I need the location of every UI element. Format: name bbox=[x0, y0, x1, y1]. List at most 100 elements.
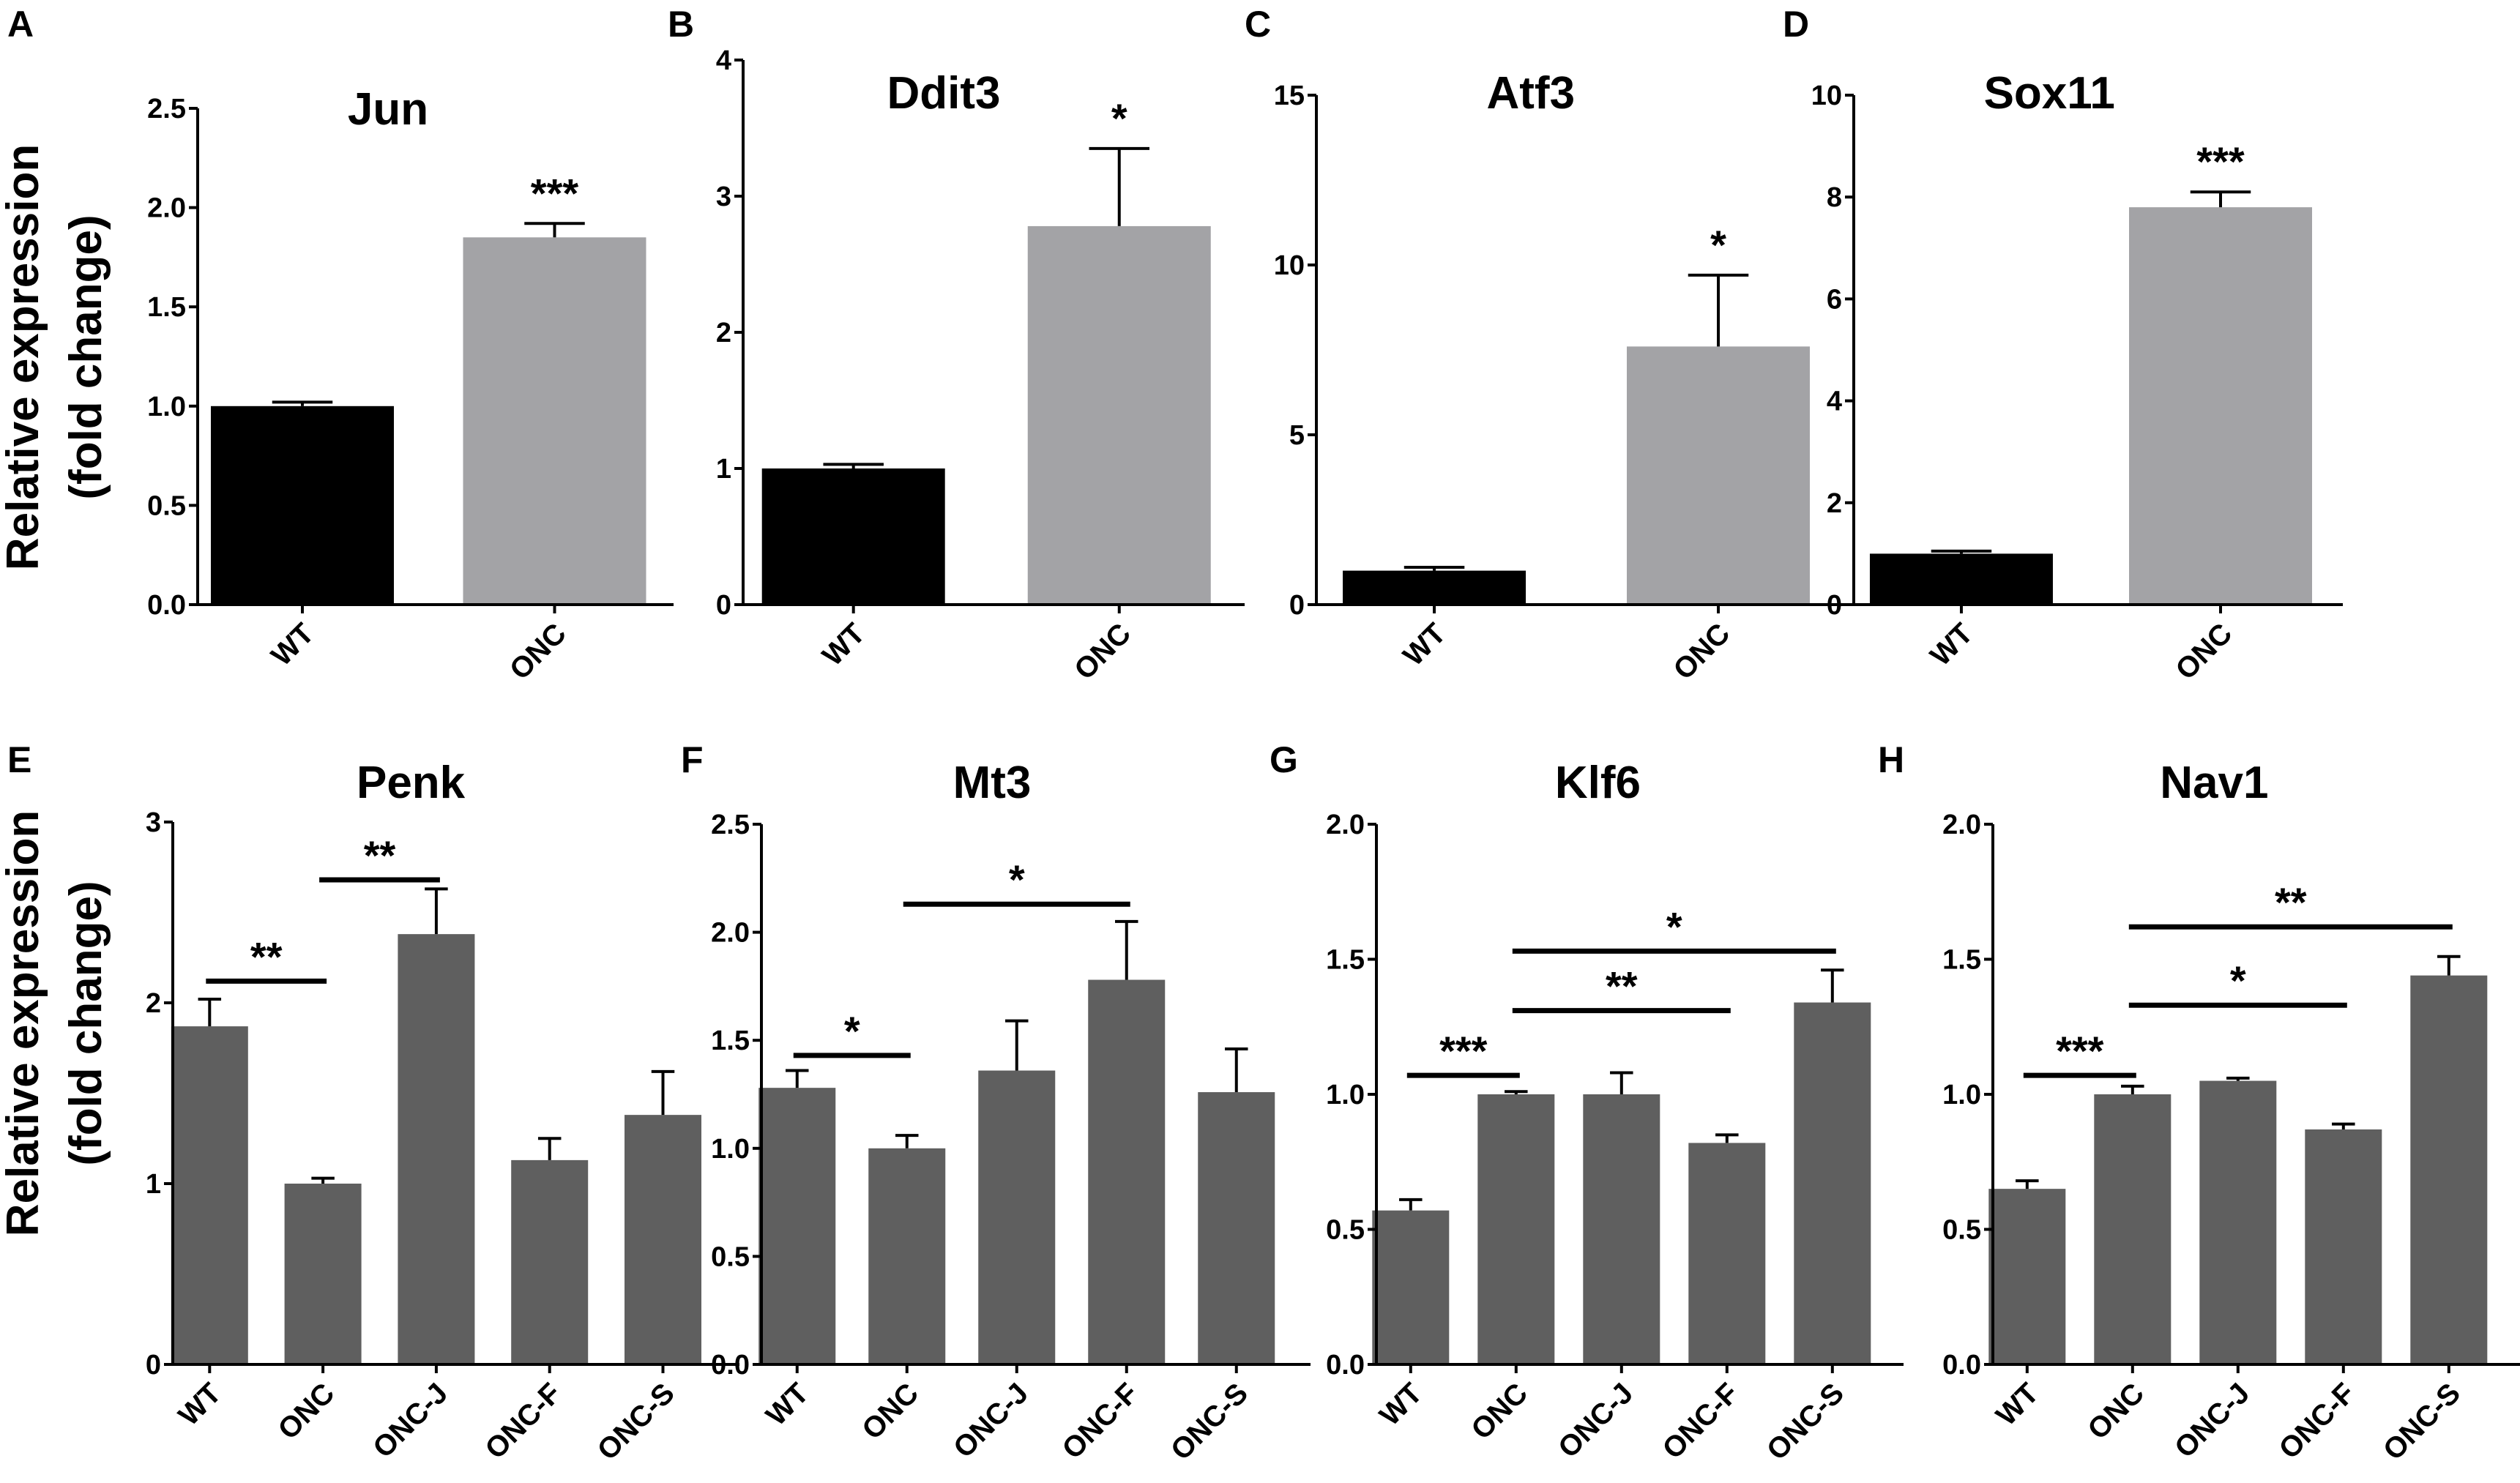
panel-letter: G bbox=[1270, 739, 1298, 780]
y-tick-label: 2 bbox=[1827, 488, 1842, 519]
bar-onc bbox=[2094, 1094, 2172, 1364]
bar-onc-j bbox=[2199, 1080, 2277, 1364]
error-bar bbox=[823, 463, 884, 468]
x-tick-label: ONC-F bbox=[1056, 1377, 1144, 1465]
y-tick-label: 4 bbox=[716, 45, 731, 76]
x-tick-label: ONC-S bbox=[1165, 1377, 1254, 1466]
bar-onc bbox=[1027, 225, 1211, 605]
y-tick-label: 3 bbox=[716, 182, 731, 212]
y-tick-label: 10 bbox=[1811, 81, 1842, 111]
y-tick-label: 1.0 bbox=[1326, 1080, 1365, 1110]
error-bar bbox=[198, 998, 222, 1027]
y-tick-label: 10 bbox=[1274, 250, 1305, 281]
x-tick-label: WT bbox=[173, 1377, 228, 1432]
bar-onc-f bbox=[2305, 1129, 2382, 1364]
y-tick-label: 0.5 bbox=[1942, 1215, 1981, 1246]
panel-c: C Atf3 0 5 10 15 WT ONC * bbox=[1245, 4, 1852, 686]
error-bar bbox=[1610, 1071, 1633, 1094]
y-tick-label: 1.0 bbox=[711, 1134, 750, 1165]
error-bar bbox=[786, 1069, 809, 1088]
bar-onc bbox=[1627, 346, 1810, 605]
y-tick-label: 0.5 bbox=[711, 1241, 750, 1272]
x-tick-label: WT bbox=[1990, 1377, 2045, 1432]
y-tick-label: 2.0 bbox=[1326, 810, 1365, 840]
significance-marker: * bbox=[1666, 903, 1682, 949]
y-tick-label: 15 bbox=[1274, 81, 1305, 111]
panel-letter: E bbox=[7, 739, 31, 780]
bar-wt bbox=[1372, 1210, 1450, 1364]
x-tick-label: WT bbox=[816, 617, 871, 672]
bar-onc-j bbox=[1583, 1094, 1660, 1364]
x-tick-label: ONC-S bbox=[2377, 1377, 2467, 1466]
bar-onc bbox=[463, 237, 646, 605]
y-tick-label: 1.5 bbox=[711, 1026, 750, 1056]
significance-marker: * bbox=[844, 1008, 860, 1054]
x-tick-label: ONC bbox=[504, 617, 573, 686]
y-axis-label-top-line2: (fold change) bbox=[61, 214, 111, 499]
x-tick-label: ONC-J bbox=[1552, 1377, 1639, 1464]
y-tick-label: 2.0 bbox=[147, 193, 186, 224]
error-bar bbox=[1005, 1019, 1029, 1071]
chart-title: Sox11 bbox=[1984, 68, 2115, 119]
x-tick-label: ONC bbox=[2081, 1377, 2150, 1446]
error-bar bbox=[2332, 1122, 2355, 1129]
error-bar bbox=[1115, 919, 1138, 980]
x-tick-label: WT bbox=[1373, 1377, 1428, 1432]
significance-marker: ** bbox=[364, 832, 396, 878]
x-tick-label: WT bbox=[1397, 617, 1452, 672]
bar-onc bbox=[1477, 1094, 1555, 1364]
panel-letter: A bbox=[7, 4, 34, 45]
y-tick-label: 1.0 bbox=[147, 392, 186, 422]
x-tick-label: ONC bbox=[272, 1377, 341, 1446]
bar-onc-s bbox=[1794, 1002, 1871, 1364]
x-tick-label: ONC bbox=[2169, 617, 2238, 686]
error-bar bbox=[272, 400, 333, 406]
error-bar bbox=[425, 887, 448, 935]
x-tick-label: ONC bbox=[1667, 617, 1736, 686]
y-tick-label: 1 bbox=[146, 1169, 161, 1200]
y-axis-label-bottom-line2: (fold change) bbox=[61, 881, 111, 1165]
panel-letter: F bbox=[681, 739, 704, 780]
error-bar bbox=[2016, 1179, 2039, 1189]
significance-marker: * bbox=[1710, 222, 1726, 268]
bar-wt bbox=[1988, 1189, 2066, 1364]
bar-wt bbox=[211, 406, 394, 605]
y-tick-label: 3 bbox=[146, 807, 161, 838]
x-tick-label: ONC bbox=[856, 1377, 925, 1446]
panel-g: G Klf6 0.0 0.5 1.0 1.5 2.0 WT ONC ONC-J ONC-F ONC-S… bbox=[1270, 739, 1904, 1467]
bar-onc bbox=[284, 1184, 362, 1364]
error-bar bbox=[537, 1137, 562, 1160]
bar-wt bbox=[1869, 553, 2053, 605]
y-axis-label-top-line1: Relative expression bbox=[0, 144, 48, 570]
error-bar bbox=[1089, 146, 1149, 226]
y-tick-label: 0.0 bbox=[1942, 1350, 1981, 1381]
chart-title: Ddit3 bbox=[887, 68, 1001, 119]
error-bar bbox=[1225, 1047, 1248, 1093]
error-bar bbox=[1688, 273, 1749, 347]
error-bar bbox=[2226, 1076, 2250, 1081]
significance-marker: *** bbox=[1439, 1028, 1488, 1074]
error-bar bbox=[1931, 549, 1992, 554]
error-bar bbox=[2437, 955, 2461, 976]
panel-letter: H bbox=[1878, 739, 1904, 780]
bar-onc-f bbox=[1088, 979, 1166, 1364]
y-tick-label: 1.5 bbox=[1942, 945, 1981, 976]
significance-marker: *** bbox=[2196, 138, 2245, 184]
significance-marker: * bbox=[1009, 856, 1025, 903]
error-bar bbox=[895, 1134, 919, 1148]
significance-marker: *** bbox=[531, 170, 579, 216]
panel-a: A Jun 0.0 0.5 1.0 1.5 2.0 2.5 WT ONC *** bbox=[7, 4, 674, 686]
y-tick-label: 2 bbox=[146, 988, 161, 1019]
bar-wt bbox=[1343, 570, 1526, 605]
error-bar bbox=[311, 1176, 335, 1184]
error-bar bbox=[1505, 1090, 1528, 1094]
x-tick-label: ONC-S bbox=[592, 1377, 681, 1466]
x-tick-label: ONC-F bbox=[479, 1377, 567, 1465]
error-bar bbox=[2190, 190, 2251, 208]
x-tick-label: WT bbox=[265, 617, 320, 672]
x-tick-label: ONC-J bbox=[367, 1377, 454, 1464]
error-bar bbox=[1715, 1133, 1739, 1143]
x-tick-label: ONC bbox=[1068, 617, 1137, 686]
